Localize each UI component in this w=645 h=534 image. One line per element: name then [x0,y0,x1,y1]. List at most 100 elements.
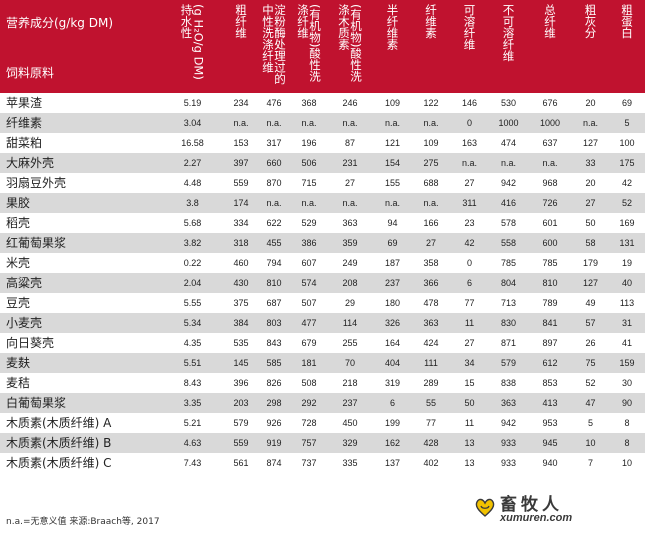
table-cell: 292 [301,398,317,408]
table-cell: 559 [233,438,249,448]
table-cell: 50 [464,398,475,408]
table-cell: 13 [464,458,475,468]
table-cell: 476 [266,98,282,108]
column-header-label: 总纤维 [543,4,557,39]
table-cell: 42 [621,178,632,188]
table-cell: 30 [621,378,632,388]
table-cell: 127 [582,138,599,148]
table-cell: 8.43 [183,378,202,388]
watermark-name: 畜牧人 [500,495,563,515]
column-header-label: 可溶纤维 [462,4,477,50]
table-cell: 52 [621,198,632,208]
table-cell: 34 [464,358,475,368]
table-cell: 163 [461,138,478,148]
table-cell: 600 [542,238,558,248]
table-cell: 7.43 [183,458,202,468]
table-cell: 162 [384,438,401,448]
column-header-label: 半纤维素 [385,4,400,50]
column-header: 粗蛋白 [609,4,645,90]
table-cell: 154 [384,158,401,168]
table-cell: 317 [266,138,282,148]
table-cell: 3.8 [186,198,199,208]
table-cell: 737 [301,458,317,468]
table-cell: n.a. [301,118,317,128]
table-cell: 166 [423,218,439,228]
table-cell: 237 [342,398,358,408]
table-cell: 218 [342,378,358,388]
watermark-logo-icon [475,498,495,517]
table-cell: 871 [500,338,517,348]
table-cell: 90 [621,398,632,408]
table-cell: 535 [233,338,249,348]
table-cell: 585 [266,358,282,368]
table-cell: 179 [582,258,599,268]
table-cell: 386 [301,238,317,248]
table-cell: 404 [384,358,401,368]
table-cell: 2.04 [183,278,202,288]
feed-name: 木质素(木质纤维) A [6,416,112,430]
table-cell: 335 [342,458,358,468]
table-cell: n.a. [342,198,358,208]
table-cell: 121 [384,138,401,148]
table-cell: 55 [425,398,436,408]
table-cell: 49 [585,298,596,308]
table-row: 木质素(木质纤维) C 7.43 561 874 737 335 137 402 13 933 94… [0,453,645,473]
table-cell: 94 [387,218,398,228]
column-header: 半纤维素 [373,4,412,90]
feed-name: 木质素(木质纤维) C [6,456,112,470]
table-cell: 11 [464,418,475,428]
table-row: 向日葵壳 4.35 535 843 679 255 164 424 27 871 897 26 41 [0,333,645,353]
column-header: 不可溶纤维 [489,4,528,90]
table-row: 小麦壳 5.34 384 803 477 114 326 363 11 830 841 57 31 [0,313,645,333]
table-cell: 208 [342,278,358,288]
table-cell: 413 [542,398,558,408]
table-row: 羽扇豆外壳 4.48 559 870 715 27 155 688 27 942 968 20 42 [0,173,645,193]
table-cell: 4.35 [183,338,202,348]
table-cell: 430 [233,278,249,288]
table-cell: 23 [464,218,475,228]
table-cell: 953 [542,418,558,428]
table-cell: 945 [542,438,558,448]
table-cell: 506 [301,158,317,168]
table-cell: 803 [266,318,282,328]
table-cell: 169 [619,218,635,228]
table-cell: 3.04 [183,118,202,128]
table-cell: 358 [423,258,439,268]
feed-name: 白葡萄果浆 [6,396,67,410]
table-cell: 1000 [498,118,519,128]
feed-name: 高粱壳 [6,276,43,290]
table-cell: 363 [342,218,358,228]
column-header-label: 粗蛋白 [620,4,634,39]
table-cell: 926 [266,418,282,428]
table-cell: 100 [619,138,635,148]
table-cell: 58 [585,238,596,248]
table-row: 米壳 0.22 460 794 607 249 187 358 0 785 785 179 19 [0,253,645,273]
table-cell: 122 [423,98,439,108]
table-cell: 968 [542,178,558,188]
table-cell: 5 [624,118,630,128]
table-cell: n.a. [423,198,439,208]
table-cell: 363 [423,318,439,328]
table-cell: 237 [384,278,401,288]
table-cell: 319 [384,378,401,388]
table-cell: 6 [466,278,472,288]
table-cell: n.a. [542,158,558,168]
table-cell: 384 [233,318,249,328]
feed-name: 甜菜粕 [6,136,43,150]
column-header: 淀粉酶处理过的中性洗涤纤维 [257,4,291,90]
table-cell: 334 [233,218,249,228]
table-cell: 57 [585,318,596,328]
table-cell: 940 [542,458,558,468]
table-cell: 27 [425,238,436,248]
table-row: 稻壳 5.68 334 622 529 363 94 166 23 578 601 50 169 [0,213,645,233]
table-cell: 77 [425,418,436,428]
table-cell: 196 [301,138,317,148]
table-cell: n.a. [500,158,516,168]
table-cell: 874 [266,458,282,468]
column-header: 可溶纤维 [450,4,489,90]
table-cell: n.a. [342,118,358,128]
table-cell: 460 [233,258,249,268]
table-cell: 70 [344,358,355,368]
table-cell: 0.22 [183,258,202,268]
table-cell: 853 [542,378,558,388]
